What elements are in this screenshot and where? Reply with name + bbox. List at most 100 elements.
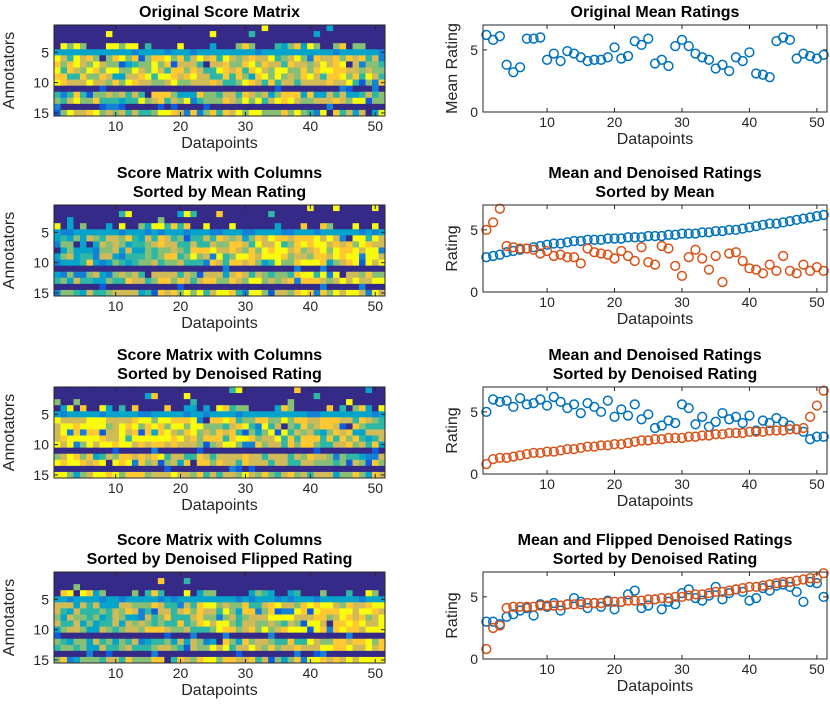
heatmap-cell: [235, 572, 243, 579]
heatmap-cell: [320, 91, 327, 99]
heatmap-cell: [99, 447, 107, 455]
heatmap-cell: [73, 429, 81, 436]
data-point: [676, 34, 688, 46]
heatmap-cell: [372, 393, 379, 400]
heatmap-cell: [255, 614, 263, 621]
heatmap-cell: [268, 638, 276, 646]
heatmap-cell: [281, 441, 289, 449]
heatmap-cell: [242, 73, 250, 80]
heatmap-cell: [144, 271, 152, 279]
heatmap-cell: [294, 405, 302, 412]
heatmap-cell: [86, 626, 94, 634]
heatmap-cell: [248, 241, 256, 248]
heatmap-cell: [151, 43, 159, 50]
heatmap-cell: [131, 283, 139, 291]
heatmap-cell: [313, 632, 321, 640]
heatmap-cell: [203, 271, 211, 279]
heatmap-cell: [313, 453, 321, 461]
heatmap-cell: [333, 632, 340, 640]
heatmap-cell: [203, 626, 211, 634]
data-point: [589, 401, 600, 413]
heatmap-cell: [229, 447, 237, 455]
heatmap-cell: [99, 211, 107, 218]
heatmap-cell: [125, 387, 133, 394]
heatmap-cell: [216, 79, 224, 87]
heatmap-cell: [131, 37, 139, 44]
heatmap-cell: [222, 79, 230, 87]
data-point: [643, 600, 654, 611]
heatmap-cell: [346, 55, 353, 62]
heatmap-cell: [112, 453, 120, 461]
heatmap-cell: [346, 43, 353, 50]
heatmap-cell: [151, 387, 159, 394]
heatmap-cell: [235, 283, 243, 291]
heatmap-cell: [73, 259, 81, 267]
data-point: [757, 426, 769, 437]
heatmap-cell: [216, 465, 224, 473]
heatmap-cell: [229, 43, 237, 50]
heatmap-cell: [112, 608, 120, 615]
heatmap-cell: [144, 85, 152, 93]
heatmap-cell: [326, 620, 334, 627]
heatmap-cell: [190, 399, 198, 406]
heatmap-cell: [346, 596, 353, 603]
heatmap-cell: [235, 265, 243, 273]
heatmap-cell: [144, 265, 152, 273]
heatmap-cell: [378, 632, 386, 640]
data-point: [811, 431, 823, 442]
heatmap-cell: [170, 638, 178, 646]
data-point: [811, 578, 823, 589]
heatmap-cell: [138, 61, 146, 68]
heatmap-cell: [222, 608, 230, 615]
heatmap-cell: [352, 253, 360, 260]
heatmap-cell: [307, 405, 315, 412]
heatmap-cell: [307, 277, 315, 285]
heatmap-cell: [144, 620, 152, 627]
heatmap-cell: [339, 608, 347, 615]
heatmap-cell: [164, 411, 172, 418]
heatmap-cell: [157, 596, 165, 603]
data-point: [697, 430, 708, 441]
heatmap-cell: [222, 91, 230, 99]
heatmap-cell: [287, 644, 295, 652]
heatmap-cell: [190, 572, 198, 579]
heatmap-cell: [359, 289, 366, 297]
heatmap-cell: [268, 459, 276, 467]
heatmap-cell: [209, 596, 217, 603]
heatmap-cell: [125, 399, 133, 406]
heatmap-cell: [157, 289, 165, 297]
heatmap-cell: [300, 590, 308, 597]
heatmap-cell: [320, 405, 327, 412]
heatmap-cell: [203, 656, 211, 664]
heatmap-cell: [222, 61, 230, 68]
heatmap-cell: [112, 644, 120, 652]
heatmap-cell: [86, 25, 94, 32]
heatmap-cell: [287, 73, 295, 80]
heatmap-cell: [229, 31, 237, 38]
heatmap-cell: [346, 650, 353, 658]
heatmap-cell: [281, 85, 289, 93]
heatmap-cell: [242, 277, 250, 285]
heatmap-cell: [157, 235, 165, 242]
heatmap-cell: [313, 608, 321, 615]
heatmap-cell: [248, 211, 256, 218]
y-axis-label: Annotators: [1, 579, 18, 656]
heatmap-cell: [196, 423, 204, 430]
heatmap-cell: [144, 247, 152, 254]
heatmap-cell: [203, 447, 211, 455]
heatmap-cell: [79, 259, 87, 267]
heatmap-cell: [92, 644, 100, 652]
heatmap-cell: [216, 85, 224, 93]
heatmap-cell: [196, 211, 204, 218]
heatmap-cell: [307, 614, 315, 621]
heatmap-cell: [326, 241, 334, 248]
heatmap-cell: [112, 417, 120, 424]
heatmap-cell: [203, 435, 211, 442]
heatmap-cell: [359, 626, 366, 634]
data-point: [575, 442, 586, 454]
heatmap-cell: [60, 91, 68, 99]
heatmap-cell: [177, 259, 185, 267]
heatmap-cell: [144, 471, 152, 479]
heatmap-cell: [151, 393, 159, 400]
